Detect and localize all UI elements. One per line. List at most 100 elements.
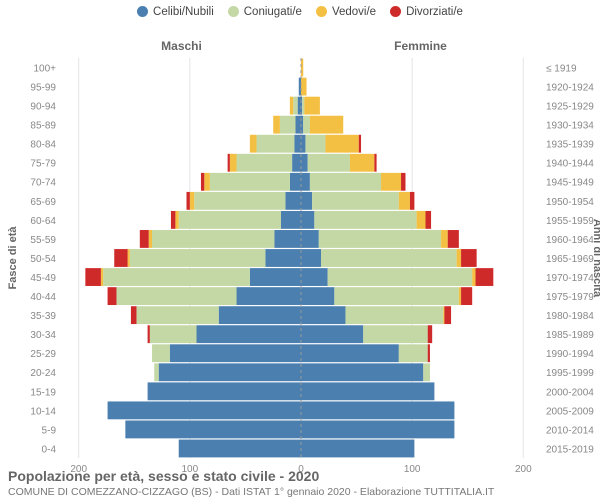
x-tick-label: 100: [404, 464, 421, 473]
bar-f-divorziati: [428, 344, 430, 362]
bar-f-coniugati: [314, 211, 416, 229]
age-label: 90-94: [30, 102, 56, 113]
age-label: 25-29: [30, 349, 56, 360]
bar-f-vedovi: [381, 173, 401, 191]
bar-m-divorziati: [201, 173, 204, 191]
bar-m-coniugati: [136, 306, 218, 324]
bar-f-vedovi: [459, 287, 461, 305]
birth-label: 1955-1959: [546, 216, 594, 227]
age-label: 30-34: [30, 330, 56, 341]
birth-label: 1950-1954: [546, 197, 594, 208]
age-label: 40-44: [30, 292, 56, 303]
age-label: 10-14: [30, 406, 56, 417]
legend-swatch: [316, 6, 327, 17]
bar-m-vedovi: [204, 173, 210, 191]
bar-f-vedovi: [304, 97, 320, 115]
bar-f-vedovi: [441, 230, 448, 248]
bar-m-vedovi: [230, 154, 237, 172]
age-label: 85-89: [30, 121, 56, 132]
bar-f-celibi: [301, 154, 308, 172]
bar-f-divorziati: [444, 306, 451, 324]
legend-swatch: [137, 6, 148, 17]
bar-f-celibi: [301, 325, 363, 343]
bar-m-coniugati: [280, 116, 296, 134]
bar-f-vedovi: [399, 192, 410, 210]
bar-m-divorziati: [228, 154, 230, 172]
bar-m-vedovi: [190, 192, 194, 210]
bar-f-celibi: [301, 306, 345, 324]
bar-f-celibi: [301, 268, 328, 286]
bar-f-coniugati: [423, 363, 430, 381]
bar-f-vedovi: [457, 249, 461, 267]
bar-f-coniugati: [312, 192, 399, 210]
bar-m-coniugati: [103, 268, 250, 286]
birth-label: 1925-1929: [546, 102, 594, 113]
bar-m-vedovi: [290, 97, 293, 115]
axis-title-right: Anni di nascita: [591, 219, 600, 298]
bar-f-divorziati: [461, 287, 472, 305]
bar-m-coniugati: [116, 287, 236, 305]
bar-m-celibi: [274, 230, 301, 248]
bar-m-coniugati: [152, 230, 274, 248]
bar-f-celibi: [301, 363, 423, 381]
birth-label: 1965-1969: [546, 254, 594, 265]
bar-m-celibi: [299, 78, 301, 96]
bar-f-celibi: [301, 344, 399, 362]
bar-m-divorziati: [148, 325, 150, 343]
population-pyramid: 2001000100200100+≤ 191995-991920-192490-…: [0, 18, 600, 473]
bar-m-divorziati: [187, 192, 190, 210]
bar-m-celibi: [298, 97, 301, 115]
bar-f-coniugati: [345, 306, 443, 324]
bar-m-celibi: [250, 268, 301, 286]
bar-f-coniugati: [399, 344, 428, 362]
birth-label: 1960-1964: [546, 235, 594, 246]
birth-label: 1995-1999: [546, 368, 594, 379]
birth-label: ≤ 1919: [546, 63, 577, 74]
bar-m-vedovi: [250, 135, 257, 153]
bar-f-vedovi: [443, 306, 444, 324]
bar-f-coniugati: [319, 230, 441, 248]
bar-f-celibi: [301, 211, 314, 229]
bar-f-coniugati: [303, 116, 310, 134]
birth-label: 1945-1949: [546, 178, 594, 189]
bar-m-celibi: [237, 287, 301, 305]
birth-label: 1985-1989: [546, 330, 594, 341]
bar-m-celibi: [219, 306, 301, 324]
chart-title: Popolazione per età, sesso e stato civil…: [8, 468, 319, 484]
age-label: 15-19: [30, 387, 56, 398]
birth-label: 1935-1939: [546, 140, 594, 151]
bar-m-coniugati: [152, 344, 170, 362]
legend-item: Divorziati/e: [390, 6, 463, 18]
age-label: 45-49: [30, 273, 56, 284]
birth-label: 2000-2004: [546, 387, 594, 398]
bar-m-celibi: [265, 249, 301, 267]
age-label: 35-39: [30, 311, 56, 322]
bar-m-divorziati: [140, 230, 149, 248]
age-label: 55-59: [30, 235, 56, 246]
bar-f-coniugati: [328, 268, 473, 286]
age-label: 80-84: [30, 140, 56, 151]
bar-f-coniugati: [334, 287, 459, 305]
birth-label: 1980-1984: [546, 311, 594, 322]
bar-f-divorziati: [461, 249, 477, 267]
bar-f-celibi: [301, 421, 454, 439]
bar-f-divorziati: [410, 192, 414, 210]
bar-m-celibi: [108, 401, 301, 419]
bar-f-vedovi: [301, 78, 307, 96]
bar-f-coniugati: [308, 154, 350, 172]
bar-m-coniugati: [293, 97, 297, 115]
birth-label: 2005-2009: [546, 406, 594, 417]
birth-label: 2015-2019: [546, 444, 594, 455]
bar-m-coniugati: [130, 249, 266, 267]
bar-m-celibi: [179, 440, 301, 458]
birth-label: 1940-1944: [546, 159, 594, 170]
bar-m-coniugati: [154, 363, 158, 381]
bar-m-vedovi: [149, 230, 152, 248]
bar-f-celibi: [301, 173, 310, 191]
bar-m-celibi: [285, 192, 301, 210]
age-label: 60-64: [30, 216, 56, 227]
legend: Celibi/NubiliConiugati/eVedovi/eDivorzia…: [0, 0, 600, 18]
bar-m-celibi: [148, 382, 301, 400]
x-tick-label: 200: [515, 464, 532, 473]
legend-swatch: [228, 6, 239, 17]
